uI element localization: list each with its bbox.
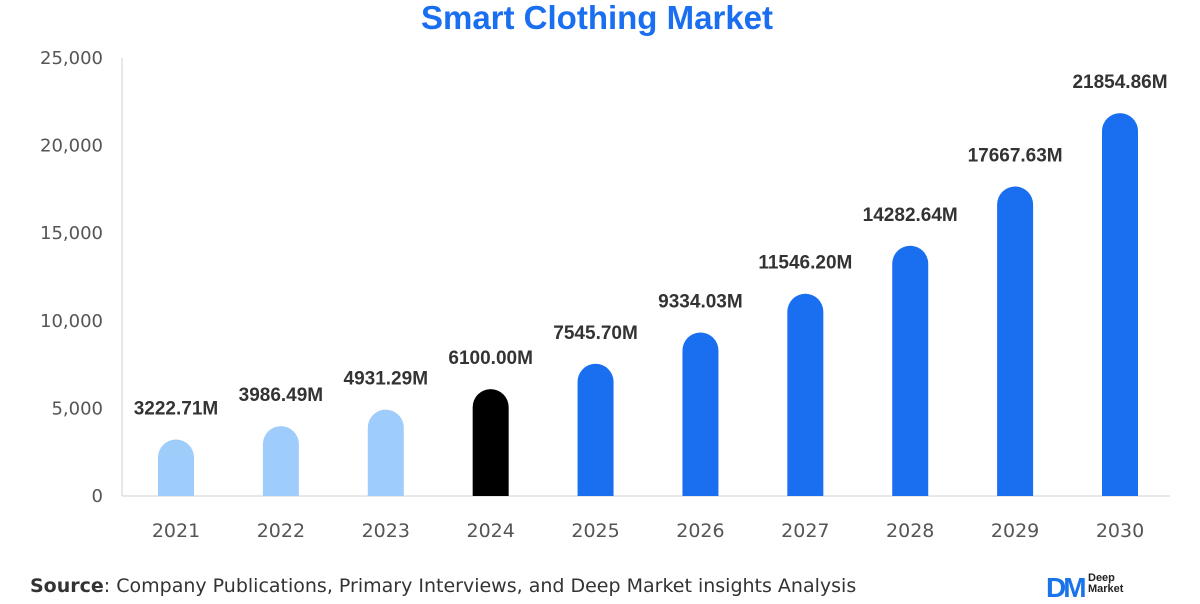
source-label: Source (30, 575, 104, 597)
logo-line-1: Deep (1088, 572, 1115, 584)
bar-2022 (262, 426, 299, 496)
bar-2021 (158, 439, 194, 496)
x-tick-label-2026: 2026 (676, 520, 724, 542)
bar-2025 (577, 363, 614, 496)
y-tick-label: 10,000 (40, 311, 103, 332)
chart-title: Smart Clothing Market (421, 0, 773, 36)
x-tick-label-2029: 2029 (991, 520, 1039, 542)
bars-group (158, 113, 1138, 497)
data-label-2028: 14282.64M (863, 205, 958, 226)
x-tick-label-2023: 2023 (362, 520, 410, 542)
bar-2027 (787, 293, 824, 496)
y-tick-label: 25,000 (40, 48, 103, 69)
bar-2029 (997, 186, 1034, 496)
x-tick-label-2022: 2022 (257, 520, 305, 542)
source-footer: Source: Company Publications, Primary In… (30, 575, 856, 597)
bar-2024 (472, 389, 509, 496)
y-tick-label: 5,000 (51, 398, 103, 419)
x-tick-label-2028: 2028 (886, 520, 934, 542)
x-tick-label-2024: 2024 (466, 520, 514, 542)
data-label-2023: 4931.29M (344, 369, 429, 390)
x-tick-label-2030: 2030 (1096, 520, 1144, 542)
data-label-2030: 21854.86M (1072, 72, 1167, 93)
data-label-2024: 6100.00M (448, 348, 533, 369)
data-label-2022: 3986.49M (239, 385, 324, 406)
bar-2026 (682, 332, 719, 496)
x-axis-ticks: 2021 2022 2023 2024 2025 2026 2027 2028 2029 2030 (152, 520, 1144, 542)
source-text: : Company Publications, Primary Intervie… (103, 575, 857, 597)
logo-mark: DM (1046, 572, 1087, 603)
y-tick-label: 0 (92, 486, 103, 507)
y-tick-label: 15,000 (40, 223, 103, 244)
x-tick-label-2025: 2025 (571, 520, 619, 542)
bar-2023 (367, 409, 404, 496)
bar-2028 (892, 245, 929, 496)
data-label-2025: 7545.70M (553, 323, 638, 344)
bar-2030 (1102, 113, 1138, 497)
data-label-2021: 3222.71M (134, 399, 219, 420)
y-axis-ticks: 0 5,000 10,000 15,000 20,000 25,000 (40, 48, 103, 507)
data-label-2027: 11546.20M (758, 253, 852, 274)
data-labels-group: 3222.71M 3986.49M 4931.29M 6100.00M 7545.70M… (134, 72, 1168, 419)
data-label-2026: 9334.03M (658, 291, 743, 312)
x-tick-label-2027: 2027 (781, 520, 829, 542)
y-tick-label: 20,000 (40, 136, 103, 157)
logo-wordmark: Deep Market (1088, 573, 1123, 595)
logo-line-2: Market (1088, 583, 1124, 595)
x-tick-label-2021: 2021 (152, 520, 200, 542)
deep-market-logo: DM Deep Market (1046, 570, 1166, 603)
data-label-2029: 17667.63M (968, 145, 1063, 166)
